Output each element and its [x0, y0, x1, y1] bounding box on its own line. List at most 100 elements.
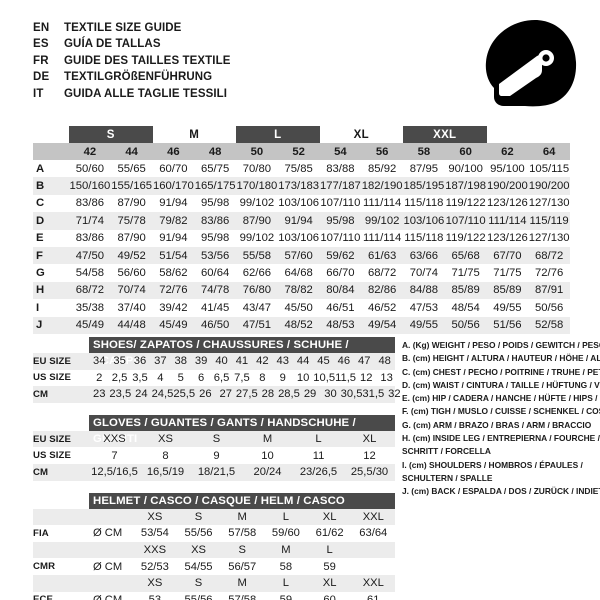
- size-cell: S: [238, 544, 246, 557]
- measure-cell: 63/66: [409, 249, 439, 262]
- measure-cell: 42: [256, 355, 269, 368]
- measure-cell: 20/24: [253, 466, 282, 479]
- row-values: 12,5/16,5 16,5/19 18/21,5 20/24 23/26,5 25,5/…: [89, 464, 395, 481]
- title-lang-en: EN: [33, 22, 50, 34]
- measure-cell: M: [262, 433, 273, 446]
- size-number-row: 42 44 46 48 50 52 54 56 58 60 62 64: [33, 143, 570, 160]
- measure-cell: 57/58: [228, 527, 257, 540]
- measure-cell: 46/52: [367, 301, 397, 314]
- measure-cell: 55/58: [242, 249, 272, 262]
- measure-cell: 85/92: [367, 162, 397, 175]
- measure-cell: 27,5: [235, 388, 258, 401]
- size-number-44: 44: [125, 145, 138, 158]
- measure-cell: 55/56: [184, 593, 213, 600]
- measure-cell: 111/114: [362, 197, 402, 210]
- measure-cell: 29: [303, 388, 317, 401]
- size-number-60: 60: [459, 145, 472, 158]
- measure-cell: 65/68: [451, 249, 480, 262]
- measure-cell: XL: [362, 433, 377, 446]
- measure-cell: 3,5: [132, 371, 148, 384]
- measure-cell: 2: [96, 371, 103, 384]
- table-row: I 35/38 37/40 39/42 41/45 43/47 45/50 46/51 46/5…: [33, 299, 570, 316]
- measure-cell: 123/126: [486, 232, 528, 245]
- row-label-B: B: [36, 180, 45, 193]
- measure-cell: 103/106: [403, 214, 445, 227]
- standard-label-ece: ECE: [33, 594, 54, 600]
- table-row: A 50/60 55/65 60/70 65/75 70/80 75/85 83/88 85/9…: [33, 160, 570, 177]
- title-row: FR GUIDE DES TAILLES TEXTILE: [33, 55, 231, 71]
- table-row: B 150/160 155/165 160/170 165/175 170/180 173/…: [33, 177, 570, 195]
- measure-cell: 24,5: [151, 388, 174, 401]
- size-number-50: 50: [250, 145, 264, 158]
- measure-cell: 68/72: [75, 284, 105, 297]
- measure-cell: 87/90: [117, 232, 146, 245]
- measure-cell: 11,5: [335, 371, 357, 384]
- size-cell: XS: [191, 544, 206, 557]
- size-band-s: S: [69, 126, 153, 143]
- measure-cell: 67/70: [493, 249, 522, 262]
- measure-cell: 83/88: [326, 162, 355, 175]
- measure-cell: 127/130: [528, 232, 570, 245]
- table-row: C 83/86 87/90 91/94 95/98 99/102 103/106 107/11…: [33, 195, 570, 212]
- measure-cell: 71/74: [75, 214, 105, 227]
- measure-cell: 25,5: [173, 388, 196, 401]
- measure-cell: 68/72: [367, 267, 397, 280]
- measure-cell: 7,5: [234, 371, 250, 384]
- title-lang-it: IT: [33, 87, 44, 100]
- measure-cell: 190/200: [528, 180, 570, 193]
- measure-cell: 37/40: [117, 301, 146, 314]
- table-row: CM 23 23,5 24 24,5 25,5 26 27 27,5 28 28,5 29 30 30,5…: [33, 386, 401, 403]
- measure-cell: 91/94: [159, 197, 188, 210]
- measure-cell: 85/89: [451, 284, 480, 297]
- measure-cell: 7: [111, 449, 118, 462]
- measure-cell: 177/187: [319, 180, 361, 193]
- measure-cell: 83/86: [75, 232, 105, 245]
- measure-cell: 26: [199, 388, 212, 401]
- measure-cell: 119/122: [445, 197, 486, 210]
- measure-cell: 46: [337, 355, 351, 368]
- row-label-F: F: [36, 249, 43, 262]
- row-values: 7 8 9 10 11 12: [89, 447, 395, 464]
- size-cell: XL: [322, 577, 337, 590]
- measure-cell: 47: [358, 355, 371, 368]
- size-cell: XL: [322, 510, 337, 523]
- measure-cell: 84/88: [409, 284, 439, 297]
- measure-cell: 58/62: [159, 267, 188, 280]
- measure-cell: 8: [162, 449, 169, 462]
- measure-cell: 38: [174, 355, 187, 368]
- shoes-table: EU SIZE 34 35 36 37 38 39 40 41 42 43 44 45 46 47 48 US …: [33, 353, 401, 403]
- title-row: IT GUIDA ALLE TAGLIE TESSILI: [33, 88, 231, 104]
- size-number-62: 62: [501, 145, 514, 158]
- measure-cell: 72/76: [159, 284, 188, 297]
- row-values: XXS XS S M L XL: [89, 431, 395, 448]
- measure-cell: 36: [133, 355, 147, 368]
- measure-cell: 55/65: [117, 162, 146, 175]
- measure-cell: 150/160: [69, 180, 111, 193]
- measure-cell: 43: [276, 355, 289, 368]
- legend-line: E. (cm) HIP / CADERA / HANCHE / HÜFTE / …: [402, 393, 600, 404]
- measure-cell: 16,5/19: [146, 466, 185, 479]
- measure-cell: 43/47: [242, 301, 272, 314]
- size-band-xl: XL: [353, 128, 369, 141]
- measure-cell: 9: [213, 449, 220, 462]
- size-band-row: S M L XL XXL: [33, 126, 570, 143]
- measure-cell: 60: [323, 593, 336, 600]
- table-row: H 68/72 70/74 72/76 74/78 76/80 78/82 80/84 82/8…: [33, 281, 570, 300]
- measure-cell: 49/52: [117, 249, 146, 262]
- measure-cell: 32: [388, 388, 401, 401]
- row-label-A: A: [36, 162, 45, 175]
- measure-cell: 24: [135, 388, 148, 401]
- size-cell: S: [194, 577, 203, 590]
- measure-cell: 105/115: [529, 162, 570, 175]
- main-size-table: S M L XL XXL 42 44 46 48 50 52 54 56 58 60 62 64 A 50/60…: [33, 126, 570, 334]
- measure-cell: 6: [198, 371, 205, 384]
- standard-label-fia: FIA: [33, 527, 49, 539]
- measure-cell: 95/98: [326, 214, 355, 227]
- row-label: EU SIZE: [33, 355, 72, 367]
- measure-cell: 53/56: [200, 249, 230, 262]
- row-label-I: I: [36, 301, 40, 314]
- measure-cell: 39/42: [159, 301, 188, 314]
- size-band-xxl: XXL: [403, 126, 487, 143]
- size-band-l: L: [236, 126, 320, 143]
- racing-helmet-icon: [480, 18, 584, 110]
